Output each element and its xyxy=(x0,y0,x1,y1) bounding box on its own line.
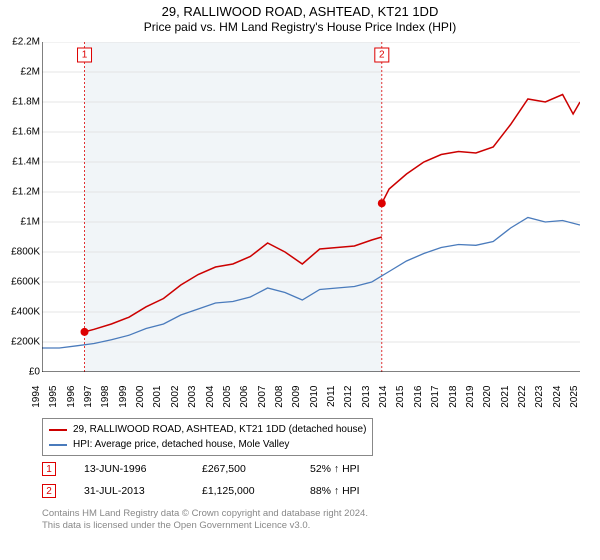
x-tick-label: 2014 xyxy=(378,386,389,408)
legend-swatch xyxy=(49,429,67,431)
x-tick-label: 2025 xyxy=(569,386,580,408)
sale-marker-row: 1 13-JUN-1996 £267,500 52% ↑ HPI xyxy=(42,458,360,480)
x-tick-label: 2001 xyxy=(152,386,163,408)
x-tick-label: 1998 xyxy=(100,386,111,408)
x-tick-label: 2012 xyxy=(343,386,354,408)
y-tick-label: £1M xyxy=(21,217,40,228)
x-tick-label: 2002 xyxy=(170,386,181,408)
x-tick-label: 2017 xyxy=(430,386,441,408)
y-tick-label: £600K xyxy=(11,277,40,288)
x-tick-label: 2020 xyxy=(482,386,493,408)
x-tick-label: 2016 xyxy=(413,386,424,408)
legend-box: 29, RALLIWOOD ROAD, ASHTEAD, KT21 1DD (d… xyxy=(42,418,373,456)
x-tick-label: 2011 xyxy=(326,386,337,408)
y-tick-label: £800K xyxy=(11,247,40,258)
legend-label: 29, RALLIWOOD ROAD, ASHTEAD, KT21 1DD (d… xyxy=(73,424,366,435)
y-tick-label: £1.4M xyxy=(12,157,40,168)
y-axis: £0£200K£400K£600K£800K£1M£1.2M£1.4M£1.6M… xyxy=(0,42,42,372)
y-tick-label: £1.6M xyxy=(12,127,40,138)
y-tick-label: £200K xyxy=(11,337,40,348)
legend-label: HPI: Average price, detached house, Mole… xyxy=(73,439,289,450)
chart-container: 29, RALLIWOOD ROAD, ASHTEAD, KT21 1DD Pr… xyxy=(0,0,600,560)
x-tick-label: 2021 xyxy=(500,386,511,408)
svg-text:2: 2 xyxy=(379,50,385,61)
x-tick-label: 2005 xyxy=(222,386,233,408)
sale-marker-table: 1 13-JUN-1996 £267,500 52% ↑ HPI 2 31-JUL-201… xyxy=(42,458,360,502)
sale-marker-index: 2 xyxy=(42,484,56,498)
x-tick-label: 2022 xyxy=(517,386,528,408)
x-tick-label: 2013 xyxy=(361,386,372,408)
y-tick-label: £0 xyxy=(29,367,40,378)
chart-svg: 12 xyxy=(42,42,580,372)
x-tick-label: 2006 xyxy=(239,386,250,408)
sale-marker-hpi: 52% ↑ HPI xyxy=(310,463,360,475)
x-tick-label: 2018 xyxy=(448,386,459,408)
sale-marker-date: 31-JUL-2013 xyxy=(84,485,174,497)
x-tick-label: 2007 xyxy=(257,386,268,408)
x-tick-label: 2010 xyxy=(309,386,320,408)
x-tick-label: 1999 xyxy=(118,386,129,408)
sale-marker-hpi: 88% ↑ HPI xyxy=(310,485,360,497)
legend-row: 29, RALLIWOOD ROAD, ASHTEAD, KT21 1DD (d… xyxy=(49,422,366,437)
x-tick-label: 1995 xyxy=(48,386,59,408)
x-tick-label: 2019 xyxy=(465,386,476,408)
y-tick-label: £1.2M xyxy=(12,187,40,198)
sale-marker-price: £267,500 xyxy=(202,463,282,475)
footer-line-2: This data is licensed under the Open Gov… xyxy=(42,520,368,532)
legend-row: HPI: Average price, detached house, Mole… xyxy=(49,437,366,452)
x-tick-label: 1997 xyxy=(83,386,94,408)
title-block: 29, RALLIWOOD ROAD, ASHTEAD, KT21 1DD Pr… xyxy=(0,0,600,34)
x-tick-label: 1994 xyxy=(31,386,42,408)
x-tick-label: 2004 xyxy=(205,386,216,408)
x-tick-label: 2008 xyxy=(274,386,285,408)
attribution-footer: Contains HM Land Registry data © Crown c… xyxy=(42,508,368,533)
y-tick-label: £1.8M xyxy=(12,97,40,108)
x-tick-label: 2000 xyxy=(135,386,146,408)
title-line-1: 29, RALLIWOOD ROAD, ASHTEAD, KT21 1DD xyxy=(0,4,600,19)
chart-plot-area: 12 xyxy=(42,42,580,372)
y-tick-label: £2M xyxy=(21,67,40,78)
x-tick-label: 1996 xyxy=(66,386,77,408)
x-tick-label: 2023 xyxy=(534,386,545,408)
sale-marker-row: 2 31-JUL-2013 £1,125,000 88% ↑ HPI xyxy=(42,480,360,502)
y-tick-label: £400K xyxy=(11,307,40,318)
sale-marker-date: 13-JUN-1996 xyxy=(84,463,174,475)
x-tick-label: 2009 xyxy=(291,386,302,408)
sale-marker-price: £1,125,000 xyxy=(202,485,282,497)
footer-line-1: Contains HM Land Registry data © Crown c… xyxy=(42,508,368,520)
y-tick-label: £2.2M xyxy=(12,37,40,48)
x-tick-label: 2024 xyxy=(552,386,563,408)
legend-swatch xyxy=(49,444,67,446)
x-tick-label: 2003 xyxy=(187,386,198,408)
x-axis: 1994199519961997199819992000200120022003… xyxy=(42,374,580,422)
svg-text:1: 1 xyxy=(82,50,88,61)
title-line-2: Price paid vs. HM Land Registry's House … xyxy=(0,20,600,34)
sale-marker-index: 1 xyxy=(42,462,56,476)
x-tick-label: 2015 xyxy=(395,386,406,408)
